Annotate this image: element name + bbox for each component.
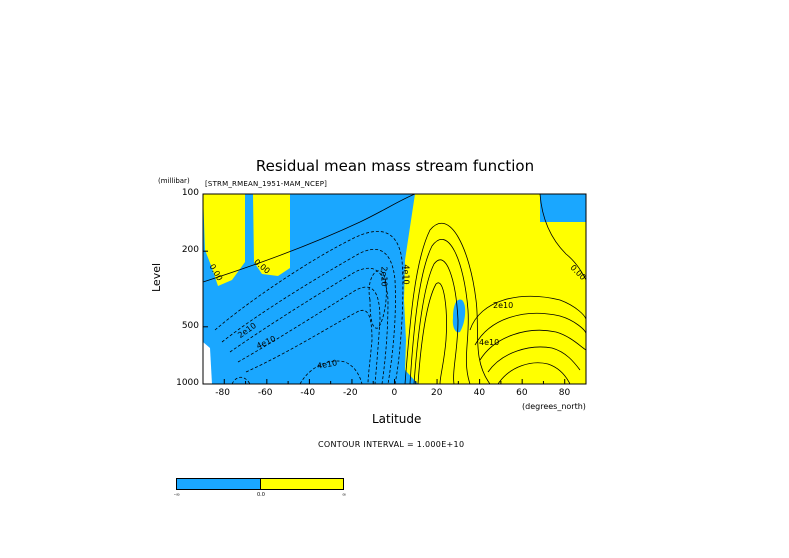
- chart-title: Residual mean mass stream function: [255, 157, 535, 175]
- contour-pos-1: [404, 222, 491, 384]
- x-axis-label: Latitude: [372, 412, 422, 426]
- contour-neg-5: [245, 310, 373, 384]
- x-tick-label: -20: [342, 388, 358, 398]
- contour-zero-sh: [203, 194, 416, 283]
- y-tick-label: 1000: [176, 378, 199, 388]
- contour-pos-9: [497, 362, 571, 384]
- y-tick-label: 100: [181, 188, 199, 198]
- x-tick-label: 60: [516, 388, 528, 398]
- colorbar-label-mid: 0.0: [257, 492, 265, 498]
- contour-interval-note: CONTOUR INTERVAL = 1.000E+10: [318, 440, 465, 449]
- colorbar: [176, 478, 344, 490]
- positive-region-fill-left-1: [203, 194, 245, 286]
- y-axis-units: (millibar): [158, 177, 190, 185]
- contour-pos-7: [479, 329, 586, 361]
- x-tick-label: -80: [215, 388, 230, 398]
- contour-label: 4e10: [479, 338, 500, 347]
- positive-region-fill-main: [404, 194, 586, 384]
- y-tick-label: 200: [181, 245, 199, 256]
- contour-pos-2: [409, 239, 471, 384]
- contour-neg-7: [368, 270, 387, 329]
- contour-pos-4: [417, 282, 447, 384]
- contour-pos-3: [413, 259, 459, 384]
- contour-lines: [203, 194, 586, 384]
- x-tick-label: 0: [391, 388, 398, 398]
- contour-neg-1: [214, 231, 404, 384]
- contour-pos-6: [474, 313, 586, 346]
- x-tick-label: -40: [300, 388, 316, 398]
- contour-neg-3: [229, 267, 389, 384]
- contour-pos-8: [487, 346, 581, 373]
- y-tick-label: 500: [181, 320, 199, 331]
- contour-zero-nh: [539, 194, 586, 281]
- contour-neg-8: [231, 376, 251, 384]
- positive-region-fill-left-2: [253, 194, 290, 276]
- contour-pos-5: [469, 295, 586, 331]
- colorbar-label-max: ∞: [342, 492, 347, 498]
- x-tick-label: -60: [257, 388, 273, 398]
- contour-neg-6: [299, 360, 363, 384]
- colorbar-positive-segment: [260, 479, 343, 489]
- negative-pocket-30n: [452, 299, 466, 333]
- x-tick-label: 80: [558, 388, 571, 398]
- contour-label: 2e10: [493, 301, 514, 310]
- contour-neg-2: [221, 248, 396, 384]
- y-axis-ticks: [203, 193, 208, 385]
- dataset-label: [STRM_RMEAN_1951-MAM_NCEP]: [205, 180, 328, 188]
- colorbar-label-min: -∞: [174, 492, 180, 498]
- contour-label: 2e10: [379, 266, 389, 287]
- colorbar-negative-segment: [177, 479, 261, 489]
- white-corner-south: [203, 342, 212, 384]
- x-tick-label: 20: [431, 388, 443, 398]
- contour-label: 4e10: [401, 264, 411, 285]
- x-tick-label: 40: [473, 388, 486, 398]
- x-axis-units: (degrees_north): [522, 402, 586, 411]
- contour-neg-4: [237, 286, 381, 384]
